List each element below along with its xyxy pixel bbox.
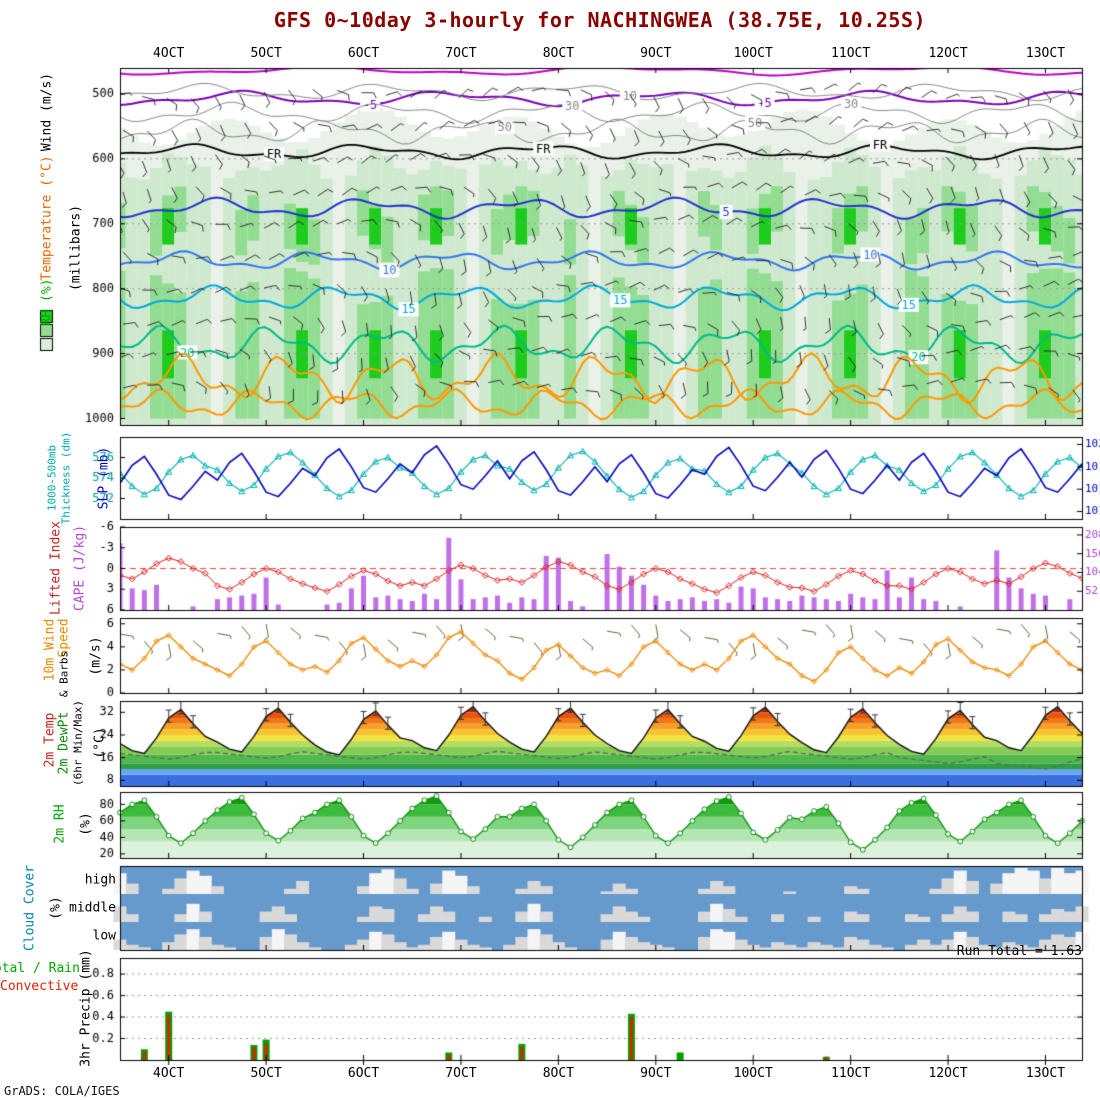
x-tick-label-top: 7OCT [445,46,477,61]
axis-title-rh: RH (%) [39,278,55,326]
x-tick-label-top: 6OCT [347,46,380,61]
x-tick-label-bottom: 8OCT [542,1066,575,1081]
grads-credit: GrADS: COLA/IGES [4,1084,120,1098]
axis-title-slp: SLP (mb) [96,446,112,510]
axis-title-thickness1: 1000-500mb [45,444,59,512]
x-tick-label-bottom: 4OCT [153,1066,185,1081]
x-tick-label-top: 11OCT [831,46,871,61]
axis-title-lifted-index: Lifted Index [48,521,64,615]
axis-title-minmax: (6hr Min/Max) [71,699,85,787]
chart-title: GFS 0~10day 3-hourly for NACHINGWEA (38.… [273,8,927,32]
x-tick-label-top: 5OCT [250,46,282,61]
cloud-row-label-high: high [84,872,116,888]
axis-title-cape: CAPE (J/kg) [72,524,88,612]
x-tick-label-top: 8OCT [542,46,575,61]
x-tick-label-top: 9OCT [640,46,672,61]
x-tick-label-top: 10OCT [733,46,773,61]
axis-title-degc: (°C) [92,727,108,759]
x-tick-label-bottom: 5OCT [250,1066,282,1081]
x-tick-label-bottom: 11OCT [831,1066,871,1081]
x-tick-label-bottom: 10OCT [733,1066,773,1081]
axis-title-wind10-ms: (m/s) [88,636,104,676]
x-tick-label-top: 4OCT [153,46,185,61]
run-total-label: Run Total = 1.63 [956,944,1082,959]
x-tick-label-top: 12OCT [928,46,968,61]
axis-title-rh2m: 2m RH [52,804,68,844]
axis-title-wind: Wind (m/s) [39,72,55,152]
axis-title-wind10-3: & Barbs [57,650,71,698]
axis-title-thickness2: Thickness (dm) [59,431,73,525]
x-tick-label-bottom: 13OCT [1025,1066,1066,1081]
axis-title-millibars: (millibars) [68,204,84,292]
axis-title-total-rain: Total / Rain [0,961,80,976]
axis-title-cloud: Cloud Cover [22,864,38,952]
axis-title-temperature: Temperature (°C) [39,155,55,281]
x-tick-label-top: 13OCT [1025,46,1066,61]
axis-title-dewpt2m: 2m DewPt [56,711,72,775]
axis-title-wind10-1: 10m Wind [42,618,58,682]
x-tick-label-bottom: 7OCT [445,1066,477,1081]
axis-title-pct-cloud: (%) [48,896,64,920]
x-tick-label-bottom: 12OCT [928,1066,968,1081]
x-tick-label-bottom: 9OCT [640,1066,672,1081]
axis-title-pct-rh: (%) [78,812,94,836]
axis-title-precip3hr: 3hr Precip (mm) [78,949,94,1067]
x-tick-label-bottom: 6OCT [347,1066,380,1081]
cloud-row-label-low: low [92,928,116,944]
axis-title-convective: Convective [0,979,79,994]
axis-title-temp2m: 2m Temp [42,712,58,768]
cloud-row-label-middle: middle [69,900,116,916]
